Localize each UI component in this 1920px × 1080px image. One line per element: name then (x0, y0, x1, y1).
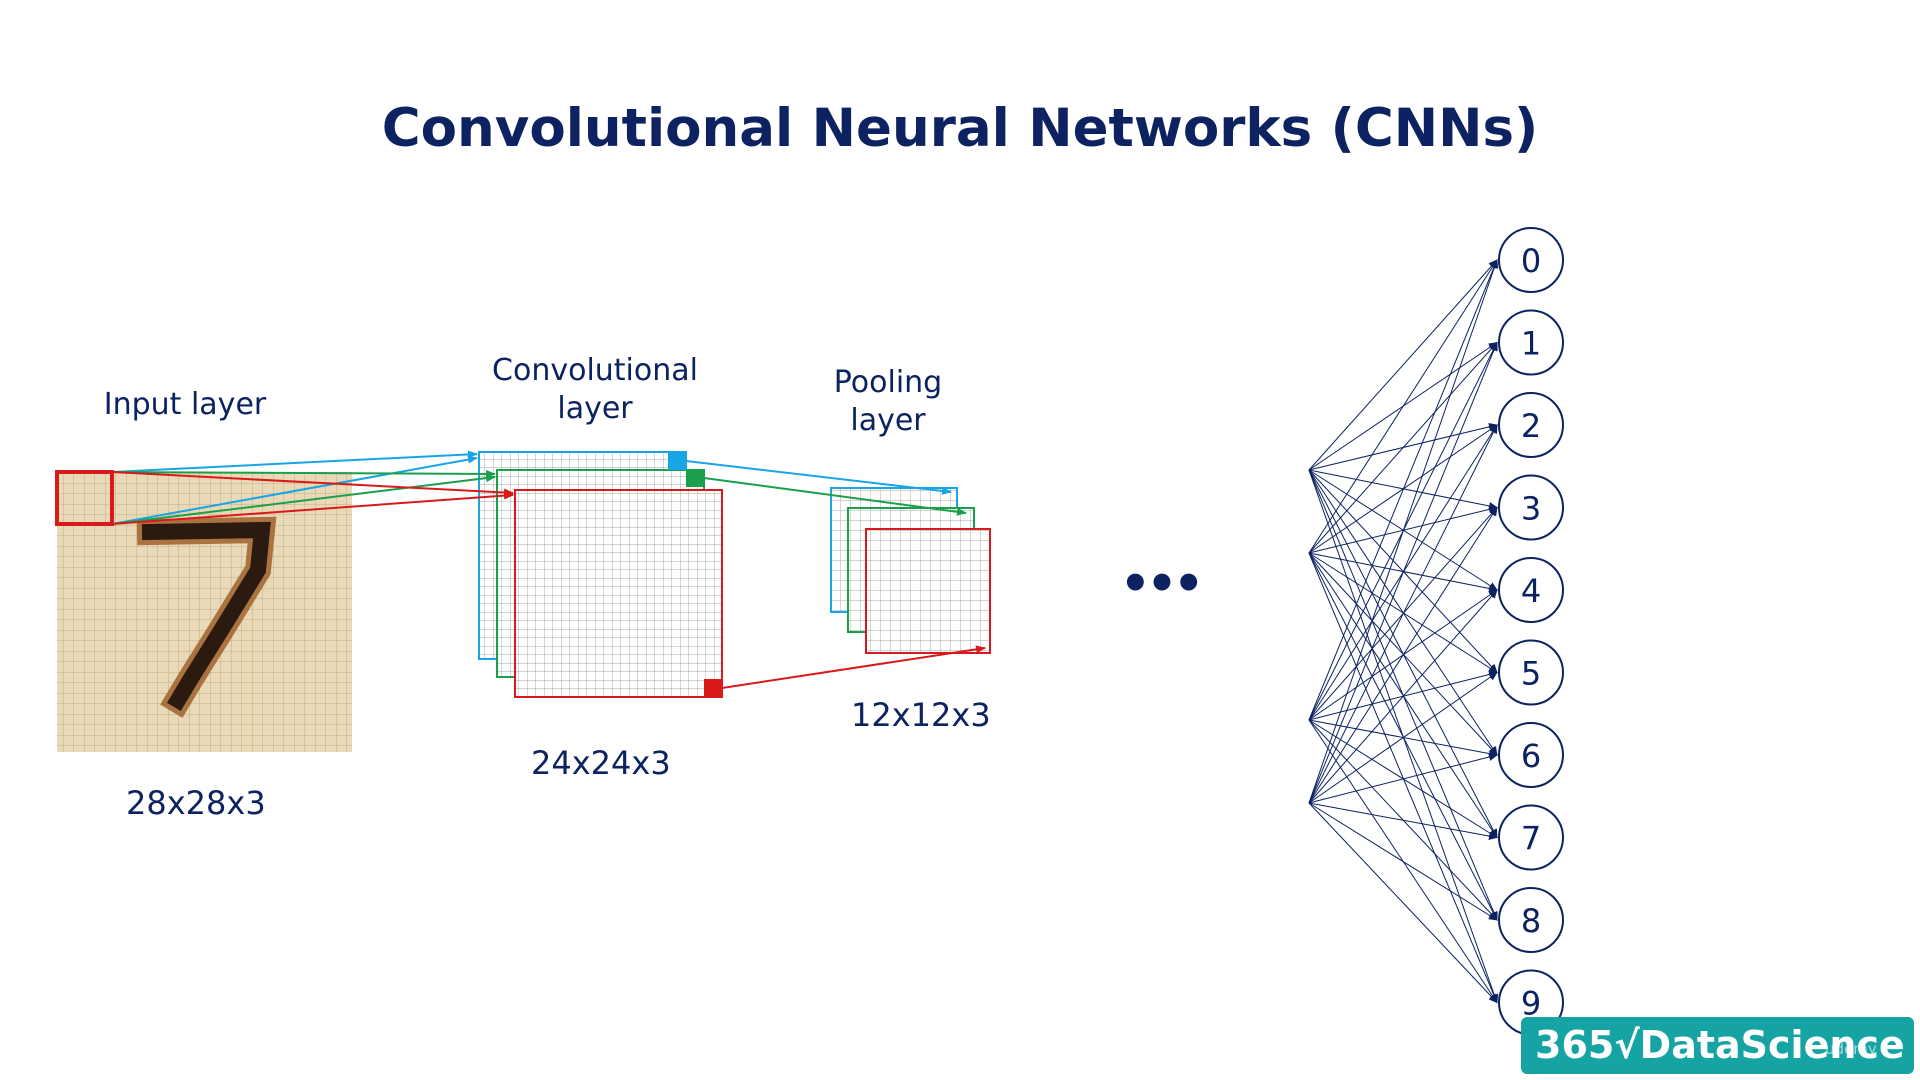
ellipsis: ••• (1120, 556, 1200, 612)
output-node-6 (1498, 722, 1564, 788)
fc-edge (1308, 341, 1498, 471)
input-grid (57, 472, 352, 752)
input-to-conv-arrows (111, 450, 514, 525)
fc-edge (1308, 552, 1498, 1004)
fc-edge (1308, 424, 1498, 721)
fc-edge (1308, 589, 1498, 721)
fc-edge (1308, 719, 1498, 1004)
output-node-label: 5 (1521, 655, 1541, 693)
logo-text: 365√DataScience (1535, 1023, 1905, 1067)
output-node-0 (1498, 227, 1564, 293)
output-node-7 (1498, 804, 1564, 871)
output-node-label: 3 (1521, 490, 1541, 528)
fully-connected-edges (1308, 259, 1499, 1004)
conv-green-unit (686, 469, 704, 487)
arrow-green-pool (703, 477, 967, 516)
output-node-label: 8 (1521, 902, 1541, 940)
pooling-layer-label: Pooling layer (808, 364, 968, 440)
fc-edge (1308, 506, 1498, 721)
fc-edge (1308, 469, 1499, 1004)
fc-edge (1308, 341, 1498, 721)
output-node-label: 1 (1521, 325, 1541, 363)
udemy-watermark: udemy (1825, 1040, 1877, 1058)
conv-dimensions: 24x24x3 (531, 744, 671, 782)
pooling-feature-maps (830, 487, 991, 654)
arrow-red-top (111, 471, 514, 497)
input-image (55, 470, 352, 752)
fc-edge (1308, 469, 1498, 674)
input-layer-label: Input layer (80, 386, 290, 424)
receptive-field-box (55, 470, 114, 526)
diagram-title: Convolutional Neural Networks (CNNs) (381, 98, 1539, 159)
output-node-3 (1498, 474, 1564, 541)
output-node-label: 4 (1521, 572, 1541, 610)
pooling-dimensions: 12x12x3 (851, 696, 991, 734)
input-layer-label-text: Input layer (103, 387, 267, 422)
fc-edge (1308, 469, 1498, 756)
arrow-blue-pool (685, 460, 952, 495)
input-dimensions: 28x28x3 (126, 784, 266, 822)
fc-edge (1308, 469, 1498, 839)
arrow-blue-bottom (111, 455, 478, 525)
conv-layer-label-line2: layer (557, 391, 633, 426)
output-node-label: 9 (1521, 985, 1541, 1023)
fc-edge (1308, 259, 1498, 471)
logo-365-datascience: 365√DataScience (1521, 1017, 1914, 1074)
pooling-layer-label-line1: Pooling (833, 365, 943, 400)
fc-edge (1308, 422, 1498, 471)
output-node-8 (1498, 887, 1564, 953)
fc-edge (1308, 469, 1498, 921)
output-node-1 (1498, 309, 1564, 376)
pool-map-red (865, 528, 991, 654)
output-node-4 (1498, 557, 1564, 623)
output-node-label: 7 (1521, 820, 1541, 858)
arrow-red-pool (721, 645, 986, 689)
conv-red-unit (704, 679, 722, 697)
output-node-label: 0 (1521, 242, 1541, 280)
fc-edge (1308, 802, 1498, 1004)
digit-seven-glyph (136, 516, 277, 718)
arrow-red-bottom (111, 491, 514, 525)
conv-to-pool-arrows (685, 460, 986, 689)
arrow-blue-top (111, 450, 478, 473)
arrow-green-top (111, 469, 496, 478)
output-nodes: 0 1 2 3 4 5 6 7 8 9 (1498, 227, 1564, 1036)
output-node-label: 2 (1521, 407, 1541, 445)
output-node-2 (1498, 392, 1564, 458)
conv-blue-unit (668, 452, 686, 470)
pooling-layer-label-line2: layer (850, 403, 926, 438)
output-node-5 (1498, 639, 1564, 706)
conv-layer-label: Convolutional layer (470, 352, 720, 428)
fc-edge (1308, 259, 1498, 721)
fc-edge (1308, 469, 1498, 591)
fc-edge (1308, 719, 1498, 921)
arrow-green-bottom (111, 474, 496, 525)
output-node-label: 6 (1521, 737, 1541, 775)
conv-map-red (514, 489, 723, 698)
conv-layer-label-line1: Convolutional (492, 353, 698, 388)
conv-feature-maps (478, 451, 723, 698)
fc-edge (1308, 469, 1498, 510)
